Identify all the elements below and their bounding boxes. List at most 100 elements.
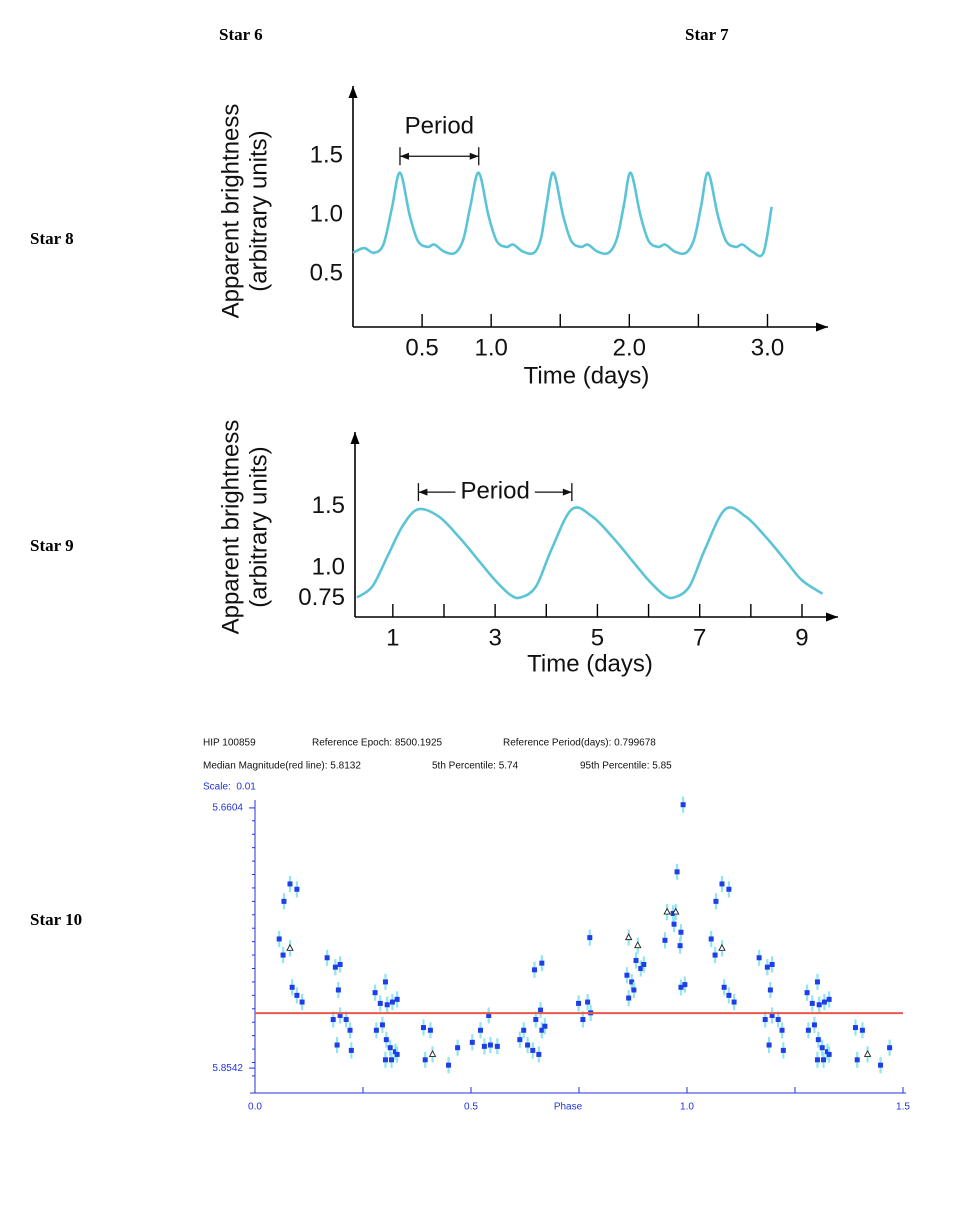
square-point (337, 1012, 343, 1018)
triangle-point (663, 907, 671, 915)
header-text: Median Magnitude(red line): 5.8132 (203, 761, 361, 772)
square-point (680, 802, 686, 808)
square-point (422, 1057, 428, 1063)
annotation-text: Period (460, 477, 529, 504)
square-point (335, 987, 341, 993)
square-point (536, 1051, 542, 1057)
y-tick-label: 1.0 (312, 553, 345, 580)
star-label: Star 10 (30, 910, 82, 929)
triangle-point (863, 1049, 872, 1057)
axis-arrow (350, 432, 360, 444)
triangle-point (428, 1049, 437, 1057)
square-point (764, 964, 770, 970)
triangle-point (286, 943, 294, 951)
x-tick-label: 3.0 (751, 334, 784, 361)
star-label: Star 6 (219, 25, 263, 44)
star-label: Star 7 (685, 25, 729, 44)
square-point (804, 990, 810, 996)
square-point (343, 1017, 349, 1023)
square-point (576, 1000, 582, 1006)
square-point (486, 1012, 492, 1018)
square-point (517, 1037, 523, 1043)
x-tick-label: 0.5 (405, 334, 438, 361)
star-label: Star 9 (30, 536, 74, 555)
square-point (712, 952, 718, 958)
square-point (713, 898, 719, 904)
square-point (633, 957, 639, 963)
axis-arrow (826, 612, 838, 622)
square-point (373, 1027, 379, 1033)
square-point (769, 1012, 775, 1018)
square-point (767, 987, 773, 993)
header-text: Reference Period(days): 0.799678 (503, 738, 656, 749)
square-point (324, 955, 330, 961)
square-point (662, 937, 668, 943)
square-point (299, 999, 305, 1005)
x-tick-label: 3 (488, 624, 501, 651)
scale-label: Scale: 0.01 (203, 782, 256, 793)
square-point (487, 1042, 493, 1048)
header-text: 5th Percentile: 5.74 (432, 761, 519, 772)
triangle-point (624, 933, 633, 941)
x-axis-label: Time (days) (527, 650, 653, 677)
square-point (819, 1045, 825, 1051)
arrow-head (418, 488, 428, 496)
x-tick-label: 0.5 (464, 1102, 478, 1113)
square-point (280, 952, 286, 958)
square-point (382, 979, 388, 985)
square-point (677, 943, 683, 949)
square-point (532, 967, 538, 973)
header-text: HIP 100859 (203, 738, 256, 749)
square-point (769, 961, 775, 967)
square-point (878, 1062, 884, 1068)
square-point (525, 1042, 531, 1048)
square-point (330, 1017, 336, 1023)
square-point (276, 936, 282, 942)
square-point (624, 972, 630, 978)
arrow-head (562, 488, 572, 496)
x-tick-label: 1.5 (896, 1102, 910, 1113)
square-point (389, 999, 395, 1005)
triangle-point (633, 941, 642, 949)
square-point (641, 961, 647, 967)
arrow-head (399, 152, 409, 160)
x-tick-label: 9 (795, 624, 808, 651)
square-point (887, 1045, 893, 1051)
x-tick-label: 0.0 (248, 1102, 262, 1113)
square-point (826, 996, 832, 1002)
light-curve (356, 506, 824, 600)
square-point (854, 1057, 860, 1063)
square-point (377, 1000, 383, 1006)
square-point (392, 1049, 398, 1055)
square-point (387, 1045, 393, 1051)
arrow-head (469, 152, 479, 160)
square-point (587, 935, 593, 941)
square-point (287, 881, 293, 887)
y-tick-label: 1.0 (310, 200, 343, 227)
square-point (756, 955, 762, 961)
square-point (731, 999, 737, 1005)
x-tick-label: 1.0 (680, 1102, 694, 1113)
y-tick-label: 0.5 (310, 259, 343, 286)
square-point (379, 1022, 385, 1028)
square-point (394, 996, 400, 1002)
triangle-point (718, 943, 726, 951)
square-point (494, 1043, 500, 1049)
x-tick-label: 1.0 (474, 334, 507, 361)
square-point (530, 1047, 536, 1053)
square-point (719, 881, 725, 887)
square-point (780, 1047, 786, 1053)
x-tick-label: 7 (693, 624, 706, 651)
y-axis-label: Apparent brightness (217, 420, 244, 635)
square-point (281, 898, 287, 904)
square-point (766, 1042, 772, 1048)
square-point (580, 1017, 586, 1023)
square-point (389, 1057, 395, 1063)
light-curve (352, 171, 773, 258)
square-point (478, 1027, 484, 1033)
square-point (708, 936, 714, 942)
y-tick-label: 5.6604 (212, 803, 243, 814)
square-point (814, 979, 820, 985)
square-point (455, 1045, 461, 1051)
